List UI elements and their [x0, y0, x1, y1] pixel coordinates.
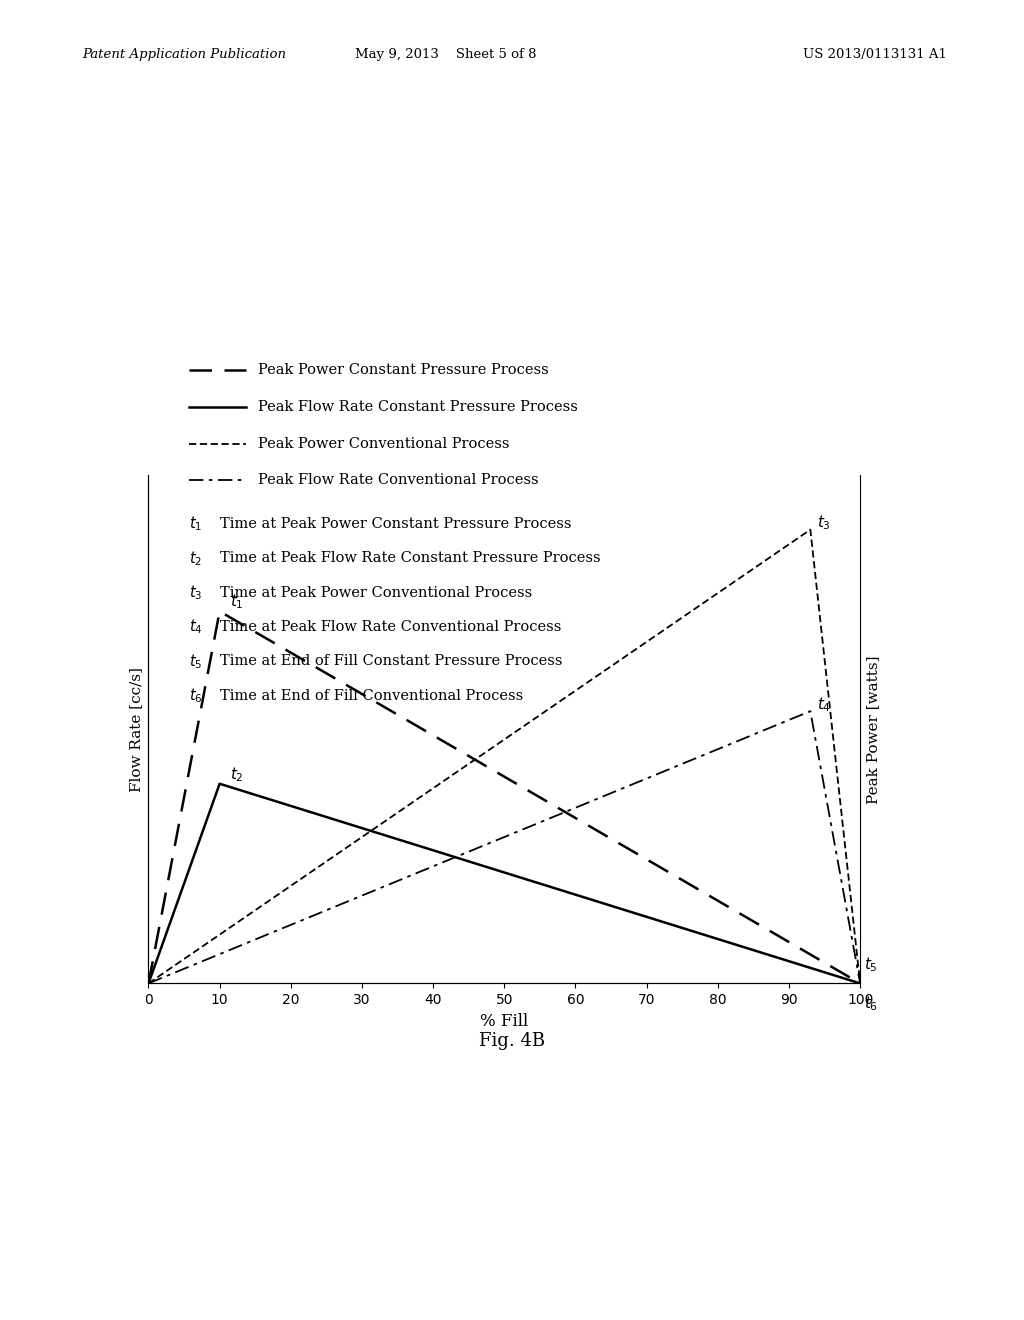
Text: Peak Power Constant Pressure Process: Peak Power Constant Pressure Process: [258, 363, 549, 376]
Y-axis label: Peak Power [watts]: Peak Power [watts]: [865, 655, 880, 804]
Text: Time at Peak Power Conventional Process: Time at Peak Power Conventional Process: [220, 586, 532, 599]
Text: $t_6$: $t_6$: [189, 686, 203, 705]
Text: $t_1$: $t_1$: [230, 593, 244, 611]
Text: Peak Flow Rate Constant Pressure Process: Peak Flow Rate Constant Pressure Process: [258, 400, 578, 413]
Text: Fig. 4B: Fig. 4B: [479, 1032, 545, 1051]
Text: May 9, 2013    Sheet 5 of 8: May 9, 2013 Sheet 5 of 8: [354, 48, 537, 61]
Text: $t_6$: $t_6$: [863, 994, 878, 1012]
Text: Time at End of Fill Constant Pressure Process: Time at End of Fill Constant Pressure Pr…: [220, 655, 562, 668]
Text: $t_4$: $t_4$: [189, 618, 203, 636]
Text: Peak Flow Rate Conventional Process: Peak Flow Rate Conventional Process: [258, 474, 539, 487]
Text: $t_2$: $t_2$: [189, 549, 203, 568]
Text: US 2013/0113131 A1: US 2013/0113131 A1: [803, 48, 947, 61]
Text: $t_3$: $t_3$: [817, 513, 831, 532]
Text: Time at Peak Flow Rate Constant Pressure Process: Time at Peak Flow Rate Constant Pressure…: [220, 552, 601, 565]
Text: $t_4$: $t_4$: [817, 694, 831, 714]
Text: Time at Peak Power Constant Pressure Process: Time at Peak Power Constant Pressure Pro…: [220, 517, 571, 531]
X-axis label: % Fill: % Fill: [480, 1012, 528, 1030]
Text: $t_1$: $t_1$: [189, 515, 203, 533]
Text: $t_5$: $t_5$: [863, 956, 878, 974]
Text: Time at Peak Flow Rate Conventional Process: Time at Peak Flow Rate Conventional Proc…: [220, 620, 561, 634]
Text: $t_3$: $t_3$: [189, 583, 203, 602]
Text: Time at End of Fill Conventional Process: Time at End of Fill Conventional Process: [220, 689, 523, 702]
Text: $t_2$: $t_2$: [230, 766, 244, 784]
Text: Peak Power Conventional Process: Peak Power Conventional Process: [258, 437, 510, 450]
Text: Patent Application Publication: Patent Application Publication: [82, 48, 286, 61]
Y-axis label: Flow Rate [cc/s]: Flow Rate [cc/s]: [129, 667, 143, 792]
Text: $t_5$: $t_5$: [189, 652, 203, 671]
